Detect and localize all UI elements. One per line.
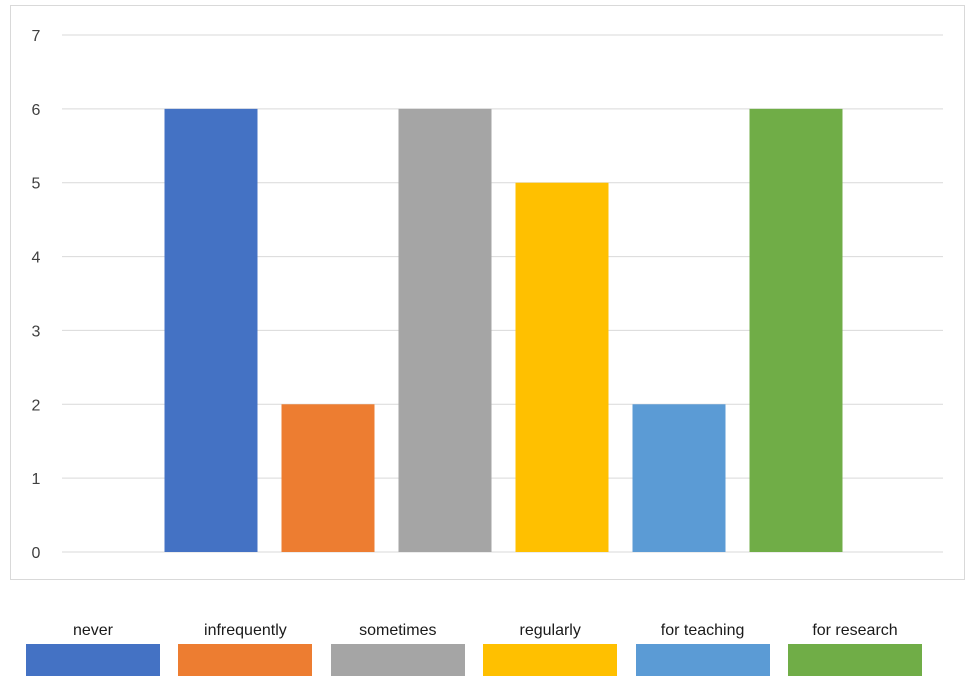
chart-legend: never infrequently sometimes regularly for t…	[0, 620, 965, 676]
y-tick-label: 3	[32, 323, 41, 340]
y-tick-label: 6	[32, 102, 41, 119]
legend-item: for teaching	[635, 620, 770, 676]
bar-chart: 0 1 2 3 4 5 6 7	[32, 28, 943, 562]
y-tick-label: 5	[32, 176, 41, 193]
bar-regularly	[515, 182, 609, 552]
bar-for-teaching	[632, 404, 726, 552]
bar-for-research	[749, 108, 843, 552]
legend-label: never	[72, 622, 114, 639]
bar-never	[164, 108, 258, 552]
legend-item: for research	[788, 620, 922, 676]
legend-label: for teaching	[660, 622, 745, 639]
legend-item: sometimes	[330, 620, 465, 676]
legend-item: regularly	[483, 620, 618, 676]
y-tick-label: 7	[32, 28, 41, 45]
legend-swatch	[178, 644, 313, 676]
legend-item: never	[26, 620, 160, 676]
y-tick-label: 0	[32, 545, 41, 562]
bar-infrequently	[281, 404, 375, 552]
legend-swatch	[330, 644, 465, 676]
y-tick-label: 1	[32, 471, 41, 488]
y-tick-label: 2	[32, 397, 41, 414]
legend-label: infrequently	[204, 622, 287, 639]
legend-swatch	[635, 644, 770, 676]
y-tick-label: 4	[32, 250, 41, 267]
legend-swatch	[788, 644, 922, 676]
legend-label: for research	[812, 622, 898, 639]
legend-label: regularly	[519, 622, 581, 639]
bar-sometimes	[398, 108, 492, 552]
legend-item: infrequently	[178, 620, 313, 676]
legend-swatch	[26, 644, 160, 676]
legend-label: sometimes	[359, 622, 437, 639]
legend-swatch	[483, 644, 618, 676]
